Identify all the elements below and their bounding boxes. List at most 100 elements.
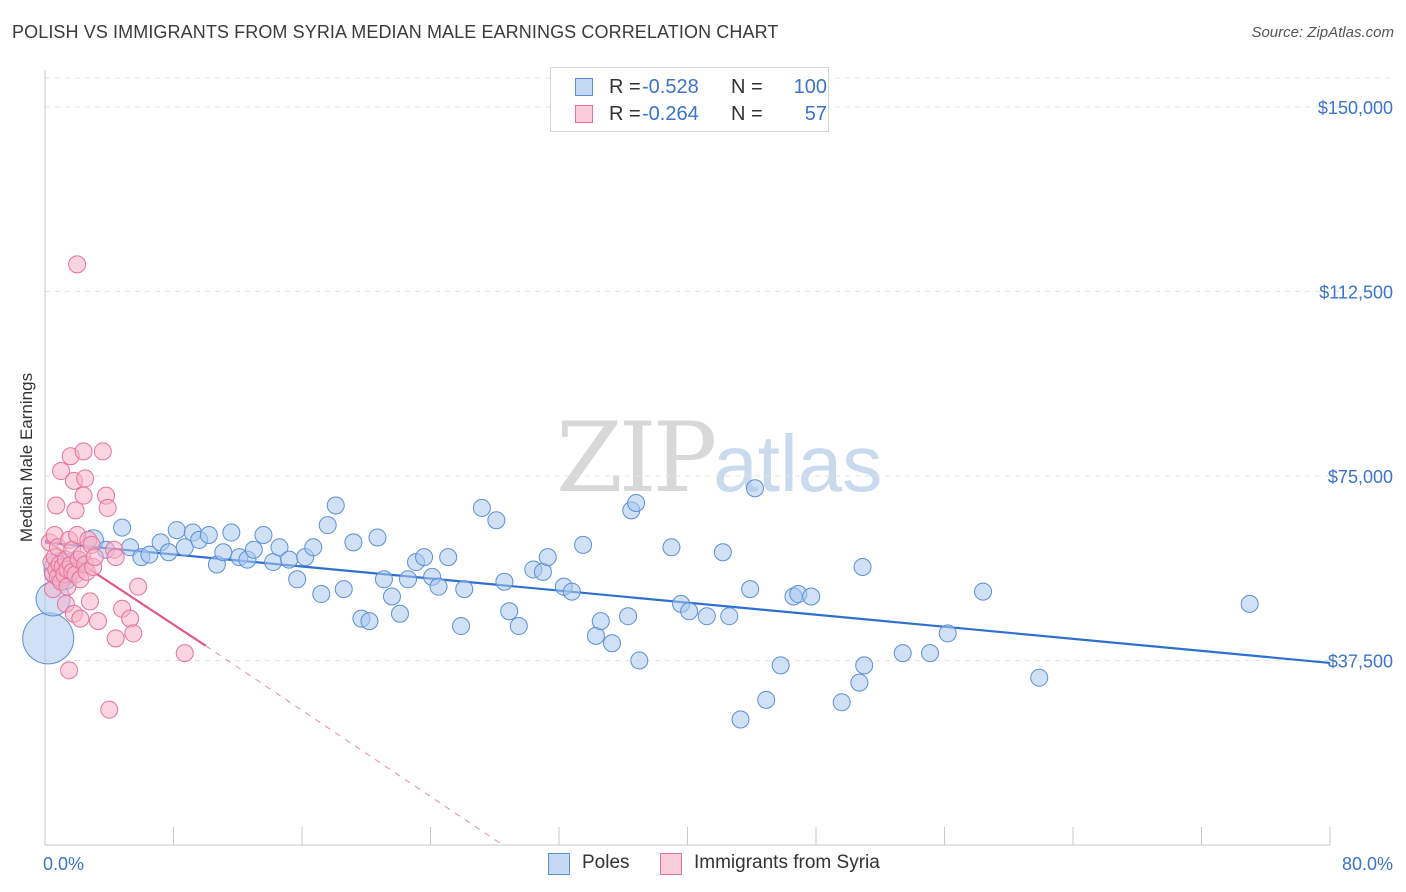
poles-point: [627, 494, 646, 513]
poles-point: [214, 543, 233, 562]
poles-point: [222, 523, 241, 542]
poles-point: [850, 673, 869, 692]
syria-point: [106, 629, 125, 648]
syria-point: [93, 442, 112, 461]
y-tick-label: $37,500: [1328, 651, 1393, 671]
poles-points: [22, 479, 1259, 729]
syria-point: [89, 612, 108, 631]
poles-point: [455, 580, 474, 599]
poles-point: [741, 580, 760, 599]
x-tick-label: 80.0%: [1342, 854, 1393, 874]
bottom-legend-swatch-syria: [660, 853, 682, 875]
poles-point: [562, 582, 581, 601]
poles-point: [344, 533, 363, 552]
poles-point: [472, 498, 491, 517]
poles-point: [1030, 668, 1049, 687]
syria-trend-extension: [205, 645, 504, 846]
poles-point: [538, 548, 557, 567]
poles-point: [280, 550, 299, 569]
poles-point: [113, 518, 132, 537]
syria-point: [100, 700, 119, 719]
syria-point: [98, 498, 117, 517]
poles-point: [140, 545, 159, 564]
syria-point: [124, 624, 143, 643]
poles-point: [244, 540, 263, 559]
poles-point: [771, 656, 790, 675]
poles-point: [429, 577, 448, 596]
axes: [44, 70, 1331, 846]
syria-point: [106, 548, 125, 567]
poles-point: [452, 617, 471, 636]
poles-point: [713, 543, 732, 562]
poles-point: [487, 511, 506, 530]
poles-point: [390, 604, 409, 623]
syria-point: [71, 609, 90, 628]
legend-r-value-syria: -0.264: [642, 103, 699, 125]
poles-point: [304, 538, 323, 557]
poles-point: [619, 607, 638, 626]
poles-point: [159, 543, 178, 562]
poles-point: [175, 538, 194, 557]
poles-point: [574, 535, 593, 554]
poles-point: [439, 548, 458, 567]
poles-point: [921, 644, 940, 663]
poles-point: [745, 479, 764, 498]
poles-point: [288, 570, 307, 589]
legend-swatch-syria: [575, 105, 593, 123]
poles-point: [731, 710, 750, 729]
poles-point: [697, 607, 716, 626]
poles-point: [326, 496, 345, 515]
poles-point: [318, 516, 337, 535]
poles-point: [199, 526, 218, 544]
legend-n-value-poles: 100: [793, 76, 827, 98]
y-tick-label: $75,000: [1328, 467, 1393, 487]
poles-point: [1240, 594, 1259, 613]
syria-point: [66, 501, 85, 520]
poles-point: [802, 587, 821, 606]
poles-point: [832, 693, 851, 712]
poles-point: [167, 521, 186, 540]
legend-n-label: N =: [731, 103, 763, 125]
chart-source: Source: ZipAtlas.com: [1251, 24, 1394, 41]
syria-point: [121, 609, 140, 628]
poles-point: [334, 580, 353, 599]
syria-point: [80, 592, 99, 611]
poles-point: [680, 602, 699, 621]
poles-point: [399, 570, 418, 589]
poles-point: [855, 656, 874, 675]
legend: R = -0.528 N = 100 R = -0.264 N = 57: [550, 67, 829, 132]
poles-point: [509, 617, 528, 636]
syria-point: [68, 255, 87, 274]
poles-point: [415, 548, 434, 567]
syria-point: [52, 462, 71, 481]
poles-point: [974, 582, 993, 601]
bottom-legend-label-poles: Poles: [582, 852, 630, 873]
poles-point: [368, 528, 387, 547]
syria-point: [47, 496, 66, 515]
poles-point: [938, 624, 957, 643]
syria-point: [74, 486, 93, 505]
legend-swatch-poles: [575, 78, 593, 96]
bottom-legend-swatch-poles: [548, 853, 570, 875]
axis-labels: $37,500 $75,000 $112,500 $150,000 0.0% 80.0% M…: [17, 98, 1393, 874]
poles-point: [22, 612, 75, 665]
poles-point: [757, 690, 776, 709]
watermark-atlas: atlas: [713, 419, 883, 508]
poles-point: [662, 538, 681, 557]
syria-points: [40, 255, 194, 719]
chart-title: POLISH VS IMMIGRANTS FROM SYRIA MEDIAN M…: [12, 22, 779, 42]
poles-point: [720, 607, 739, 626]
legend-n-value-syria: 57: [804, 103, 827, 125]
poles-point: [270, 538, 289, 557]
poles-point: [630, 651, 649, 670]
trend-lines: [44, 539, 1331, 846]
syria-point: [175, 644, 194, 663]
grid-lines: [45, 77, 1395, 661]
y-tick-label: $150,000: [1318, 98, 1393, 118]
poles-point: [382, 587, 401, 606]
poles-point: [254, 526, 273, 544]
legend-r-label: R =: [609, 76, 641, 98]
bottom-legend-label-syria: Immigrants from Syria: [694, 852, 880, 873]
legend-n-label: N =: [731, 76, 763, 98]
